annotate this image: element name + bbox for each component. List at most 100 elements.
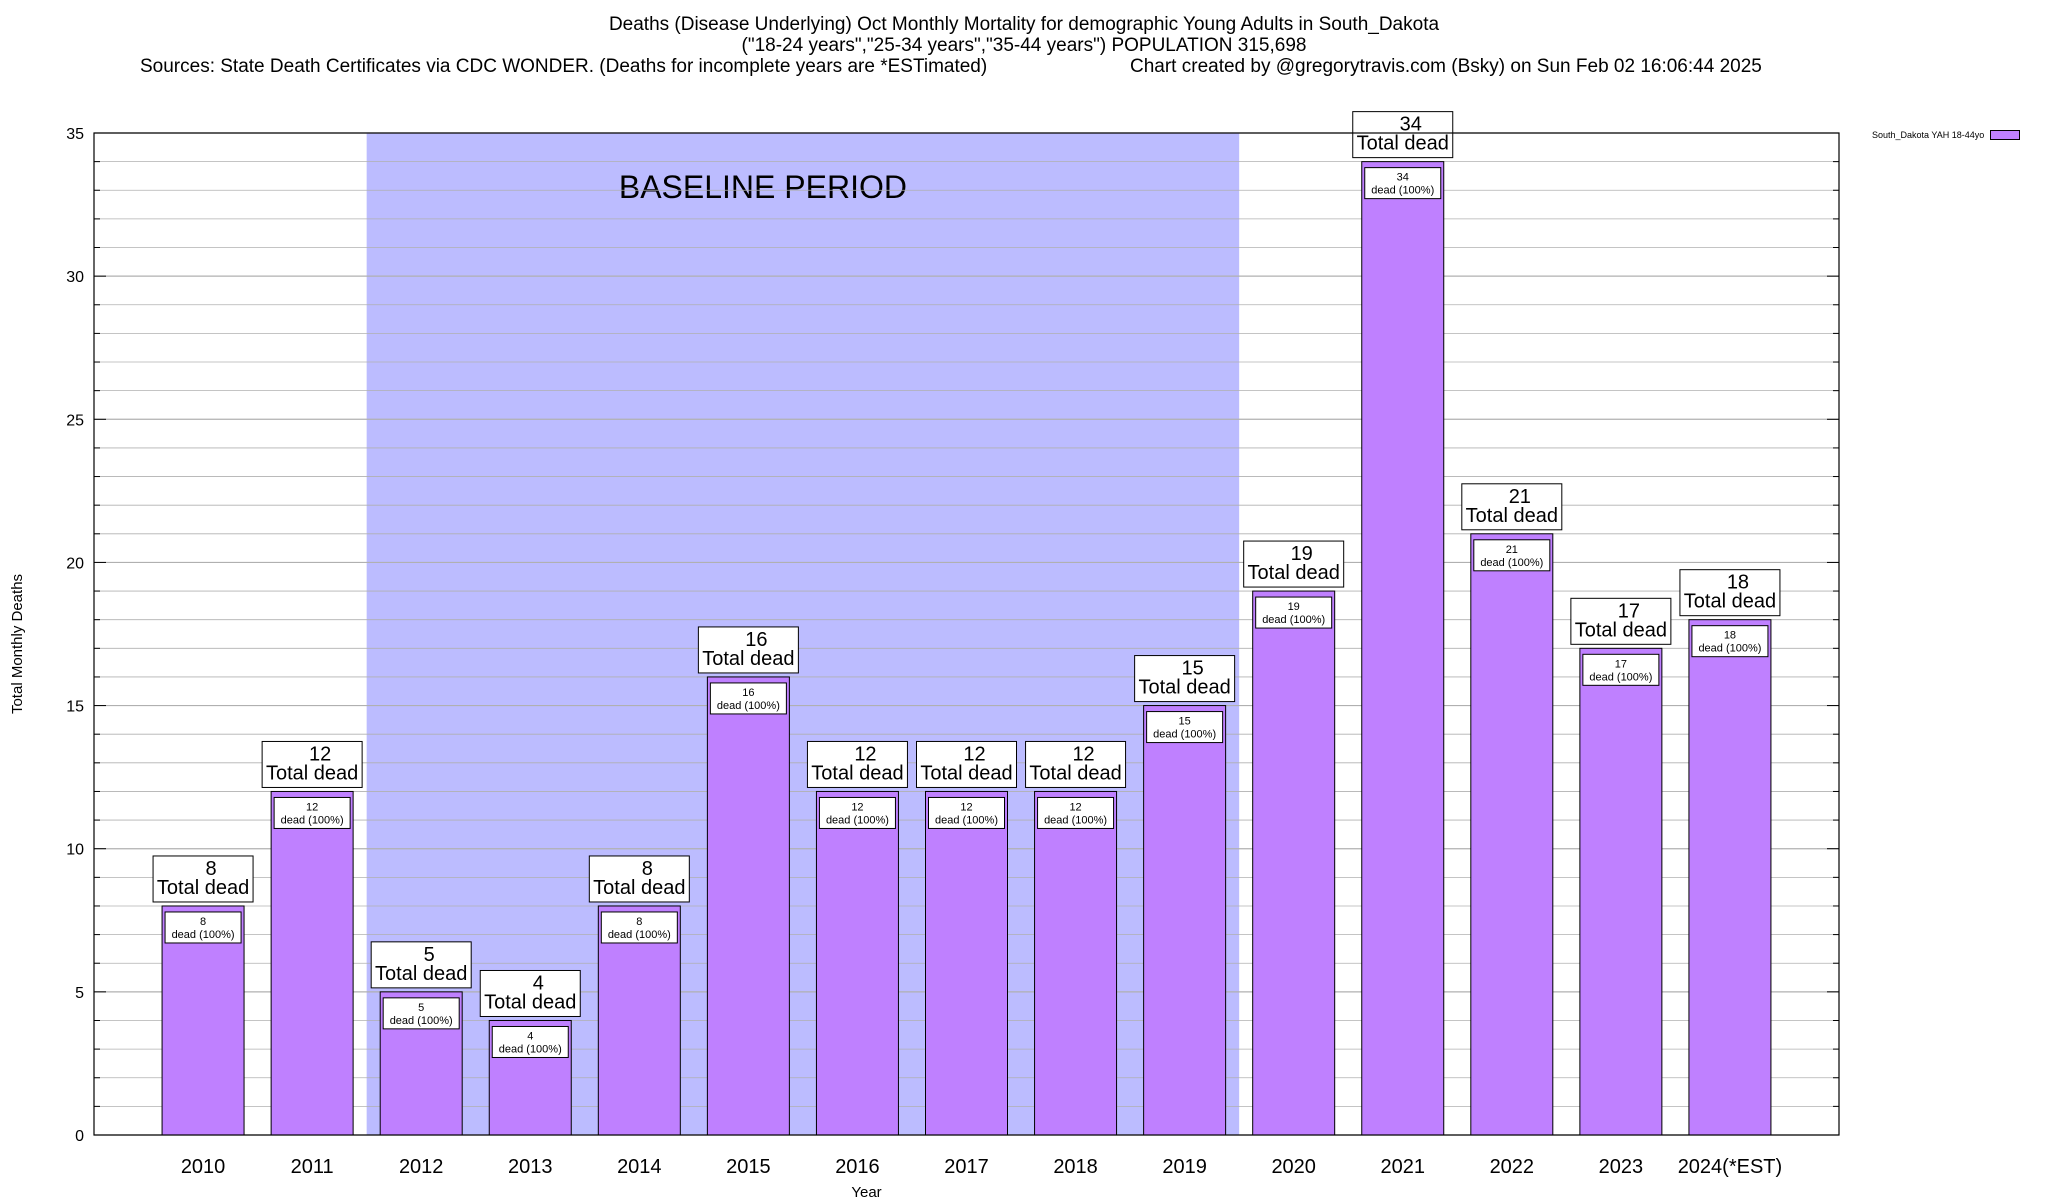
inner-value-label: 16 bbox=[742, 687, 754, 699]
inner-value-label: 5 bbox=[418, 1002, 424, 1014]
y-tick-label: 10 bbox=[66, 842, 84, 859]
total-value-label: 21 bbox=[1509, 486, 1531, 508]
bar bbox=[1579, 647, 1663, 1136]
total-label-box bbox=[479, 969, 581, 1017]
inner-percent-label: dead (100%) bbox=[1153, 729, 1216, 741]
y-tick-label: 5 bbox=[75, 985, 84, 1002]
chart-credit: Chart created by @gregorytravis.com (Bsk… bbox=[1130, 56, 1762, 77]
bar bbox=[1252, 590, 1336, 1136]
total-value-label: 17 bbox=[1618, 600, 1640, 622]
total-dead-label: Total dead bbox=[375, 963, 467, 985]
x-tick-label: 2019 bbox=[1162, 1156, 1207, 1178]
inner-label-box bbox=[600, 911, 678, 944]
plot-frame bbox=[93, 132, 1840, 1136]
total-value-label: 12 bbox=[963, 743, 985, 765]
x-tick-label: 2012 bbox=[399, 1156, 444, 1178]
total-dead-label: Total dead bbox=[702, 648, 794, 670]
inner-label-box bbox=[1473, 539, 1551, 572]
total-label-box bbox=[261, 740, 363, 788]
inner-value-label: 34 bbox=[1397, 172, 1409, 184]
total-dead-label: Total dead bbox=[266, 762, 358, 784]
total-value-label: 34 bbox=[1400, 114, 1422, 136]
bar bbox=[815, 790, 899, 1136]
inner-percent-label: dead (100%) bbox=[1589, 671, 1652, 683]
x-axis-label: Year bbox=[851, 1184, 881, 1200]
total-value-label: 12 bbox=[309, 743, 331, 765]
source-line: Sources: State Death Certificates via CD… bbox=[0, 56, 2048, 77]
inner-value-label: 21 bbox=[1506, 544, 1518, 556]
y-tick-label: 15 bbox=[66, 699, 84, 716]
inner-percent-label: dead (100%) bbox=[1044, 814, 1107, 826]
y-tick-label: 35 bbox=[66, 126, 84, 143]
bar bbox=[597, 905, 681, 1136]
total-label-box bbox=[697, 626, 799, 674]
inner-value-label: 15 bbox=[1179, 716, 1191, 728]
inner-label-box bbox=[818, 796, 896, 829]
inner-label-box bbox=[1037, 796, 1115, 829]
inner-value-label: 12 bbox=[1069, 801, 1081, 813]
bar bbox=[1470, 533, 1554, 1136]
x-tick-label: 2020 bbox=[1271, 1156, 1316, 1178]
x-tick-label: 2014 bbox=[617, 1156, 662, 1178]
total-value-label: 8 bbox=[206, 858, 217, 880]
total-label-box bbox=[1352, 111, 1454, 159]
x-tick-label: 2015 bbox=[726, 1156, 771, 1178]
total-dead-label: Total dead bbox=[593, 877, 685, 899]
inner-percent-label: dead (100%) bbox=[935, 814, 998, 826]
total-label-box bbox=[806, 740, 908, 788]
y-tick-label: 30 bbox=[66, 269, 84, 286]
sources-note: Sources: State Death Certificates via CD… bbox=[140, 56, 988, 77]
total-dead-label: Total dead bbox=[1138, 677, 1230, 699]
bar bbox=[1361, 161, 1445, 1136]
total-value-label: 16 bbox=[745, 629, 767, 651]
y-tick-label: 0 bbox=[75, 1128, 84, 1145]
inner-value-label: 12 bbox=[306, 801, 318, 813]
x-tick-label: 2022 bbox=[1490, 1156, 1535, 1178]
total-label-box bbox=[1134, 655, 1236, 703]
legend: South_Dakota YAH 18-44yo bbox=[1872, 130, 2021, 140]
inner-value-label: 12 bbox=[960, 801, 972, 813]
total-label-box bbox=[1243, 540, 1345, 588]
y-axis-label: Total Monthly Deaths bbox=[9, 574, 26, 714]
inner-value-label: 18 bbox=[1724, 630, 1736, 642]
inner-label-box bbox=[1364, 167, 1442, 200]
total-dead-label: Total dead bbox=[1684, 591, 1776, 613]
total-value-label: 12 bbox=[1072, 743, 1094, 765]
inner-percent-label: dead (100%) bbox=[499, 1043, 562, 1055]
inner-label-box bbox=[709, 682, 787, 715]
chart-title-block: Deaths (Disease Underlying) Oct Monthly … bbox=[0, 14, 2048, 77]
y-tick-label: 25 bbox=[66, 412, 84, 429]
total-dead-label: Total dead bbox=[484, 991, 576, 1013]
inner-label-box bbox=[1255, 596, 1333, 629]
total-label-box bbox=[370, 941, 472, 989]
inner-percent-label: dead (100%) bbox=[172, 929, 235, 941]
inner-percent-label: dead (100%) bbox=[281, 814, 344, 826]
inner-percent-label: dead (100%) bbox=[1371, 185, 1434, 197]
bar bbox=[270, 790, 354, 1136]
inner-label-box bbox=[273, 796, 351, 829]
legend-swatch bbox=[1990, 130, 2021, 140]
total-dead-label: Total dead bbox=[157, 877, 249, 899]
bar bbox=[1688, 619, 1772, 1136]
baseline-period-label: BASELINE PERIOD bbox=[619, 169, 907, 205]
inner-value-label: 19 bbox=[1288, 601, 1300, 613]
total-value-label: 12 bbox=[854, 743, 876, 765]
inner-percent-label: dead (100%) bbox=[390, 1015, 453, 1027]
total-dead-label: Total dead bbox=[1029, 762, 1121, 784]
total-value-label: 4 bbox=[533, 972, 544, 994]
inner-value-label: 8 bbox=[200, 916, 206, 928]
inner-label-box bbox=[928, 796, 1005, 829]
inner-percent-label: dead (100%) bbox=[1480, 557, 1543, 569]
x-tick-label: 2011 bbox=[291, 1156, 334, 1178]
inner-label-box bbox=[491, 1025, 569, 1058]
y-tick-label: 20 bbox=[66, 555, 84, 572]
total-dead-label: Total dead bbox=[811, 762, 903, 784]
total-label-box bbox=[1461, 483, 1563, 531]
inner-percent-label: dead (100%) bbox=[717, 700, 780, 712]
total-label-box bbox=[1025, 740, 1127, 788]
total-value-label: 8 bbox=[642, 858, 653, 880]
chart-subtitle: ("18-24 years","25-34 years","35-44 year… bbox=[741, 35, 1307, 56]
bar bbox=[161, 905, 245, 1136]
inner-label-box bbox=[164, 911, 242, 944]
